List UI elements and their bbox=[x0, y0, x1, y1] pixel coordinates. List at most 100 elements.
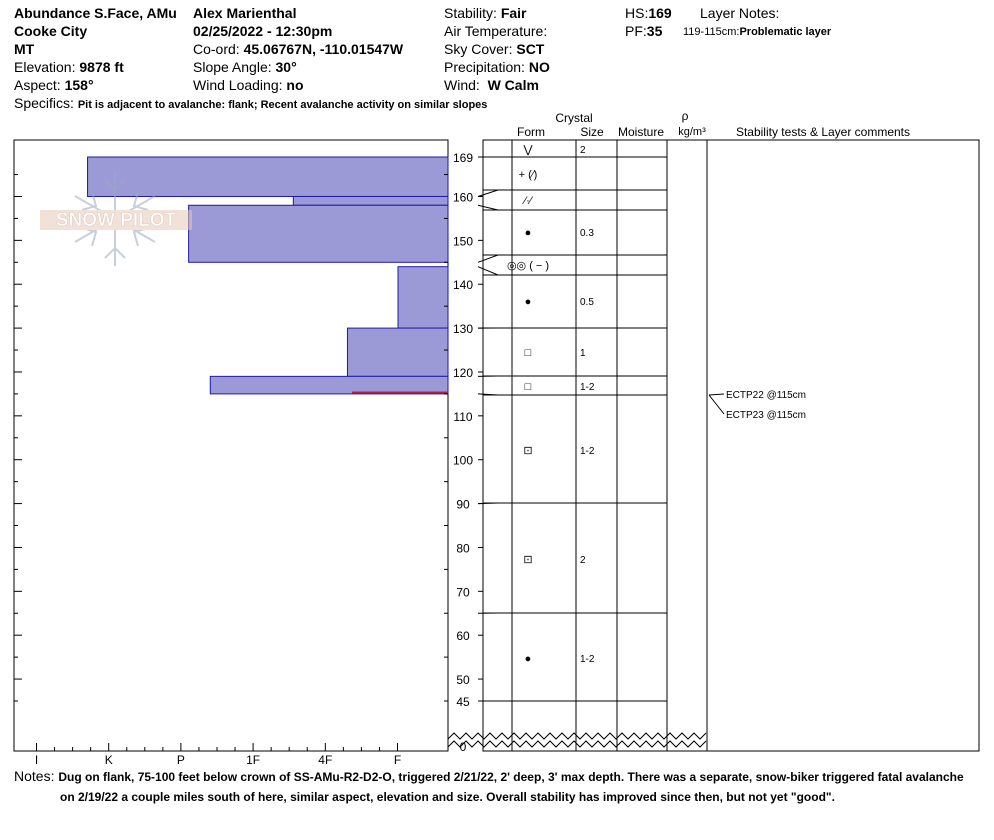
layer-table-frame bbox=[482, 139, 708, 752]
grain-form: ● bbox=[525, 227, 532, 239]
hardness-tick-label: 4F bbox=[318, 753, 332, 765]
area-name: Cooke City bbox=[14, 23, 88, 39]
hs-value: 169 bbox=[648, 5, 672, 21]
hardness-tick-label: F bbox=[394, 753, 401, 765]
depth-label: 50 bbox=[456, 673, 470, 687]
grain-size: 0.3 bbox=[580, 228, 594, 239]
precip-value: NO bbox=[528, 59, 550, 75]
comments-frame bbox=[706, 139, 980, 752]
size-header: Size bbox=[580, 125, 604, 139]
stability-test-label: ECTP23 @115cm bbox=[726, 410, 806, 421]
snowpilot-logo: SNOW PILOT bbox=[40, 172, 192, 266]
depth-label: 140 bbox=[453, 278, 473, 292]
left-depth-ticks bbox=[14, 174, 448, 702]
precip-label: Precipitation: bbox=[444, 59, 525, 75]
grain-form: + (⁄) bbox=[519, 169, 538, 181]
layer-notes-label: Layer Notes: bbox=[700, 5, 780, 21]
hardness-tick-label: K bbox=[105, 753, 113, 765]
coord-label: Co-ord: bbox=[193, 41, 240, 57]
notes-section: Notes: Dug on flank, 75-100 feet below c… bbox=[14, 767, 989, 807]
test-pointer bbox=[708, 394, 725, 415]
stability-test-label: ECTP22 @115cm bbox=[726, 390, 806, 401]
wind-loading-label: Wind Loading: bbox=[193, 77, 283, 93]
depth-connector bbox=[477, 204, 512, 211]
aspect-label: Aspect: bbox=[14, 77, 61, 93]
ground-break bbox=[447, 732, 707, 748]
grain-size: 0.5 bbox=[580, 297, 594, 308]
depth-connectors bbox=[477, 156, 512, 702]
hardness-bar bbox=[209, 375, 449, 395]
comments-header: Stability tests & Layer comments bbox=[736, 125, 910, 139]
depth-labels: 169 50 60 70 80 90 100 110 120 130 140 150 160 45 0 bbox=[453, 151, 483, 754]
slope-value: 30° bbox=[275, 59, 297, 75]
layer-rows: ⋁ 2 + (⁄) ⁄·⁄ ● 0.3 ◎◎ ( − ) ● 0.5 □ 1 □ 1-2 ⊡ 1-2 ⊡ 2 ● 1… bbox=[483, 144, 667, 702]
specifics-value: Pit is adjacent to avalanche: flank; Rec… bbox=[77, 99, 488, 111]
aspect-value: 158° bbox=[64, 77, 94, 93]
grain-form: ◎◎ ( − ) bbox=[507, 260, 549, 272]
depth-label: 160 bbox=[453, 190, 473, 204]
grain-form: □ bbox=[525, 381, 532, 393]
grain-form: ⋁ bbox=[522, 144, 533, 156]
elevation-value: 9878 ft bbox=[79, 59, 124, 75]
density-header: ρ bbox=[682, 109, 689, 123]
grain-form: ⊡ bbox=[523, 554, 532, 566]
grain-form: ⊡ bbox=[523, 445, 532, 457]
hs-label: HS: bbox=[625, 5, 649, 21]
grain-form: ● bbox=[525, 653, 532, 665]
hardness-panel-frame bbox=[13, 139, 449, 752]
grain-size: 1-2 bbox=[580, 446, 595, 457]
grain-size: 1-2 bbox=[580, 654, 595, 665]
grain-size: 2 bbox=[580, 555, 586, 566]
hardness-bar bbox=[346, 327, 449, 377]
depth-connector bbox=[477, 189, 512, 197]
sky-label: Sky Cover: bbox=[444, 41, 513, 57]
wind-loading-value: no bbox=[286, 77, 304, 93]
notes-line-1: Dug on flank, 75-100 feet below crown of… bbox=[58, 770, 964, 784]
hardness-axis: I K P 1F 4F F bbox=[35, 743, 401, 765]
observer-info: Alex Marienthal 02/25/2022 - 12:30pm Co-… bbox=[193, 4, 403, 94]
hardness-bar bbox=[292, 195, 449, 206]
depth-label: 90 bbox=[456, 498, 470, 512]
stability-label: Stability: bbox=[444, 5, 497, 21]
depth-label: 45 bbox=[456, 695, 470, 709]
observation-datetime: 02/25/2022 - 12:30pm bbox=[193, 23, 333, 39]
hardness-bars bbox=[87, 156, 449, 395]
grain-size: 1-2 bbox=[580, 382, 595, 393]
hardness-tick-label: P bbox=[177, 753, 185, 765]
specifics-line: Specifics: Pit is adjacent to avalanche:… bbox=[14, 94, 487, 114]
state-name: MT bbox=[14, 41, 35, 57]
depth-connector bbox=[477, 502, 512, 505]
layer-note: 119-115cm:Problematic layer bbox=[683, 23, 831, 41]
crystal-header: Crystal bbox=[555, 111, 592, 125]
problematic-layer-marker bbox=[352, 391, 448, 394]
wind-value: W Calm bbox=[487, 77, 539, 93]
test-pointer bbox=[708, 393, 725, 396]
moisture-header: Moisture bbox=[618, 125, 664, 139]
hardness-tick-label: 1F bbox=[246, 753, 260, 765]
grain-size: 1 bbox=[580, 348, 586, 359]
grain-form: □ bbox=[525, 347, 532, 359]
depth-label: 110 bbox=[453, 410, 472, 424]
slope-label: Slope Angle: bbox=[193, 59, 272, 75]
specifics-label: Specifics: bbox=[14, 95, 74, 111]
depth-connector bbox=[477, 393, 512, 396]
location-name: Abundance S.Face, AMu bbox=[14, 5, 177, 21]
elevation-label: Elevation: bbox=[14, 59, 76, 75]
hardness-tick-label: I bbox=[35, 753, 38, 765]
stability-tests: ECTP22 @115cm ECTP23 @115cm bbox=[708, 390, 806, 421]
depth-label: 169 bbox=[453, 151, 473, 165]
hardness-bar bbox=[397, 266, 449, 329]
depth-label: 100 bbox=[453, 454, 473, 468]
depth-label: 120 bbox=[453, 366, 473, 380]
grain-form: ● bbox=[525, 296, 532, 308]
pf-label: PF: bbox=[625, 23, 647, 39]
depth-label: 130 bbox=[453, 322, 473, 336]
snow-profile-chart: I K P 1F 4F F SNOW PILOT 16950607080901001101… bbox=[13, 109, 980, 765]
depth-label: 150 bbox=[453, 234, 473, 248]
coord-value: 45.06767N, -110.01547W bbox=[243, 41, 404, 57]
layer-note-text: Problematic layer bbox=[739, 26, 832, 38]
logo-band bbox=[40, 210, 192, 230]
sky-value: SCT bbox=[516, 41, 545, 57]
pf-value: 35 bbox=[646, 23, 663, 39]
stability-value: Fair bbox=[500, 5, 527, 21]
